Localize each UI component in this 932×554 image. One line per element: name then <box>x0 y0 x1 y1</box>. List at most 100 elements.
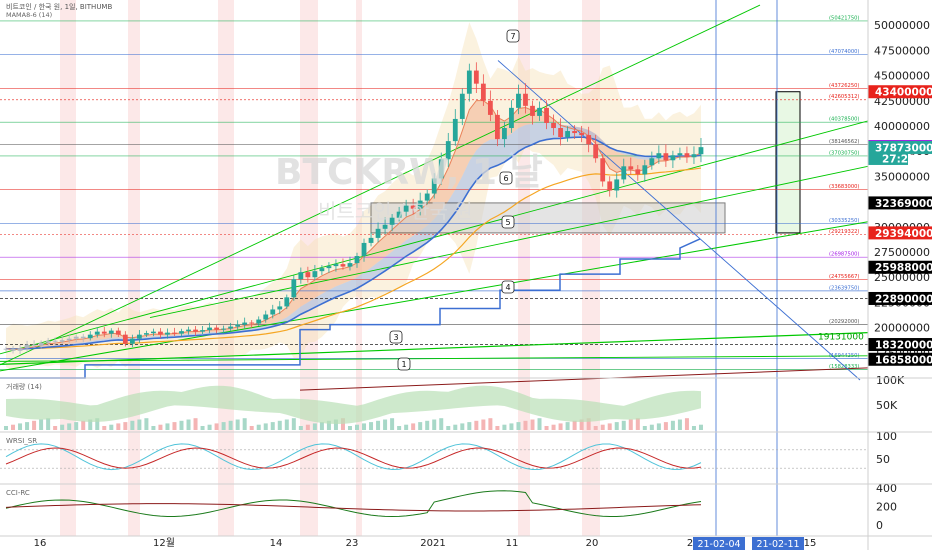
candle-58 <box>410 205 416 209</box>
volume-bar-72 <box>509 423 514 430</box>
volume-bar-80 <box>565 422 570 430</box>
volume-bar-15 <box>109 424 114 430</box>
candle-38 <box>270 309 276 315</box>
volume-bar-70 <box>495 426 500 430</box>
candle-96 <box>677 153 683 156</box>
volume-bar-32 <box>228 420 233 430</box>
candle-94 <box>663 153 669 161</box>
fib-level-label-8: (30335250) <box>829 218 859 224</box>
candle-85 <box>600 158 606 182</box>
candle-3 <box>24 344 30 349</box>
candle-60 <box>424 193 430 201</box>
candle-23 <box>165 332 170 335</box>
candle-36 <box>256 319 262 324</box>
volume-bar-18 <box>130 420 135 430</box>
volume-bar-36 <box>256 424 261 430</box>
volume-bar-25 <box>179 420 184 430</box>
date-badge-1: 21-02-11 <box>756 539 799 550</box>
wave-label-4: 6 <box>503 174 508 183</box>
candle-89 <box>628 166 634 170</box>
candle-28 <box>200 330 205 332</box>
candle-5 <box>38 342 44 346</box>
cci-pane-title: CCI-RC <box>6 489 30 497</box>
candle-35 <box>249 322 255 324</box>
candle-40 <box>284 297 290 307</box>
volume-bar-43 <box>305 424 310 430</box>
volume-bar-28 <box>200 426 205 430</box>
volume-bar-88 <box>621 420 626 430</box>
candle-45 <box>319 268 325 272</box>
price-badge-0: 43400000 <box>875 87 932 99</box>
volume-bar-50 <box>355 424 359 430</box>
trend-line-2 <box>149 165 869 318</box>
candle-68 <box>480 83 486 101</box>
volume-bar-16 <box>116 423 121 430</box>
candle-42 <box>298 272 304 280</box>
volume-bar-59 <box>418 422 423 430</box>
candle-30 <box>214 327 219 330</box>
session-band-1 <box>128 0 140 536</box>
candle-51 <box>361 242 367 257</box>
candle-73 <box>516 93 521 108</box>
fib-level-label-10: (26987500) <box>829 252 859 258</box>
volume-bar-69 <box>488 418 493 430</box>
date-badge-bg-1 <box>752 537 804 550</box>
chart-title: 비트코인 / 한국 원, 1일, BITHUMB <box>6 3 113 11</box>
rsi-tick-1: 50 <box>876 453 890 466</box>
volume-bar-86 <box>607 423 612 430</box>
volume-bar-35 <box>249 426 254 430</box>
wave-label-5: 7 <box>510 32 515 41</box>
candle-41 <box>291 279 297 298</box>
candle-49 <box>347 263 353 267</box>
volume-bar-54 <box>383 419 388 430</box>
candle-72 <box>509 107 514 129</box>
fib-level-label-2: (43726250) <box>829 83 859 89</box>
volume-bar-23 <box>165 423 170 430</box>
volume-bar-68 <box>481 419 486 430</box>
candle-1 <box>10 348 16 351</box>
candle-93 <box>656 153 662 159</box>
consolidation-zone <box>370 202 726 234</box>
wave-label-box-5 <box>506 29 520 43</box>
price-tick-4: 40000000 <box>874 120 930 133</box>
watermark-symbol: BTCKRW, 1 날 <box>275 152 543 193</box>
candle-92 <box>649 158 655 166</box>
wave-label-1: 3 <box>393 333 398 342</box>
candle-71 <box>502 128 507 140</box>
price-badge-4: 32369000 <box>875 198 932 210</box>
candle-75 <box>530 105 535 116</box>
volume-bar-40 <box>284 419 289 430</box>
volume-bar-64 <box>453 424 458 430</box>
fib-level-label-5: (38146562) <box>829 139 859 145</box>
volume-bar-31 <box>221 422 226 430</box>
volume-bar-46 <box>326 420 331 430</box>
wave-label-box-1 <box>389 330 403 344</box>
volume-bar-24 <box>172 422 177 430</box>
volume-bar-67 <box>474 420 479 430</box>
volume-bar-45 <box>319 422 324 430</box>
volume-bar-30 <box>214 423 219 430</box>
candle-61 <box>431 178 437 194</box>
candle-2 <box>17 348 23 351</box>
cci-signal-line <box>5 503 701 512</box>
volume-bar-79 <box>558 423 563 430</box>
candle-47 <box>333 264 339 267</box>
candle-29 <box>207 327 212 331</box>
candle-81 <box>572 131 578 134</box>
price-badge-bg-3 <box>868 151 908 165</box>
volume-bar-77 <box>544 426 549 430</box>
candle-26 <box>186 329 191 332</box>
price-badge-bg-9 <box>868 352 932 366</box>
volume-bar-62 <box>439 418 444 430</box>
volume-bar-90 <box>635 418 640 430</box>
candle-78 <box>551 122 556 129</box>
volume-bar-95 <box>670 420 675 430</box>
volume-bar-49 <box>347 426 352 430</box>
volume-bar-51 <box>362 423 367 430</box>
time-tick-4: 2021 <box>420 538 445 549</box>
candle-67 <box>473 70 479 84</box>
candle-76 <box>537 107 542 116</box>
price-badge-9: 16858000 <box>875 354 932 366</box>
volume-bar-94 <box>663 422 668 430</box>
